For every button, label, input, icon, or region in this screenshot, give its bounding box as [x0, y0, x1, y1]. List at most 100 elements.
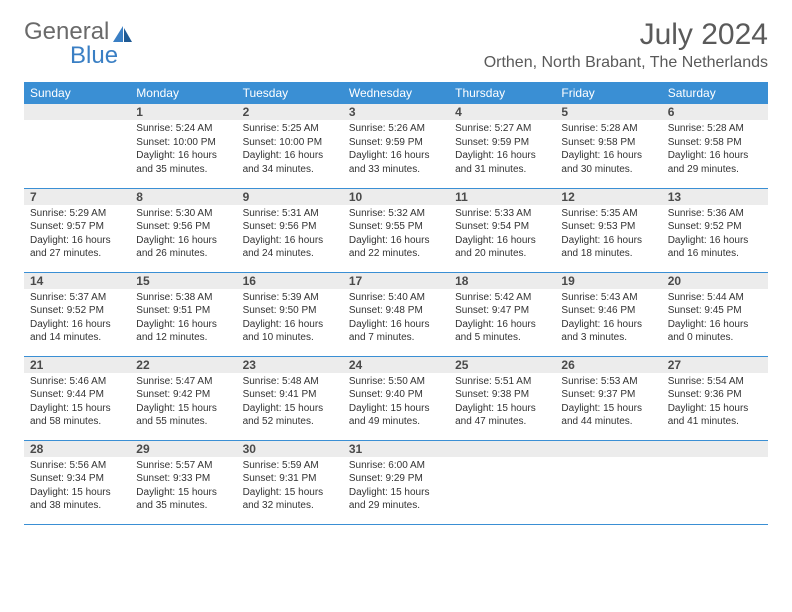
day-details: Sunrise: 5:29 AMSunset: 9:57 PMDaylight:… [24, 205, 130, 265]
day-details: Sunrise: 5:56 AMSunset: 9:34 PMDaylight:… [24, 457, 130, 517]
day-number: 28 [24, 441, 130, 457]
weekday-header-row: Sunday Monday Tuesday Wednesday Thursday… [24, 82, 768, 104]
day-details: Sunrise: 5:33 AMSunset: 9:54 PMDaylight:… [449, 205, 555, 265]
day-number: 30 [237, 441, 343, 457]
weekday-header: Sunday [24, 82, 130, 104]
day-number: 29 [130, 441, 236, 457]
day-number: 12 [555, 189, 661, 205]
calendar-day-cell: 6Sunrise: 5:28 AMSunset: 9:58 PMDaylight… [662, 104, 768, 188]
day-details: Sunrise: 5:40 AMSunset: 9:48 PMDaylight:… [343, 289, 449, 349]
location: Orthen, North Brabant, The Netherlands [484, 54, 768, 72]
calendar-day-cell: 1Sunrise: 5:24 AMSunset: 10:00 PMDayligh… [130, 104, 236, 188]
day-number: 8 [130, 189, 236, 205]
calendar-day-cell: 19Sunrise: 5:43 AMSunset: 9:46 PMDayligh… [555, 272, 661, 356]
day-details: Sunrise: 5:36 AMSunset: 9:52 PMDaylight:… [662, 205, 768, 265]
calendar-day-cell: 28Sunrise: 5:56 AMSunset: 9:34 PMDayligh… [24, 440, 130, 524]
calendar-day-cell: 4Sunrise: 5:27 AMSunset: 9:59 PMDaylight… [449, 104, 555, 188]
calendar-week-row: 1Sunrise: 5:24 AMSunset: 10:00 PMDayligh… [24, 104, 768, 188]
day-number: 25 [449, 357, 555, 373]
calendar-day-cell [662, 440, 768, 524]
day-number: 24 [343, 357, 449, 373]
weekday-header: Thursday [449, 82, 555, 104]
weekday-header: Monday [130, 82, 236, 104]
calendar-day-cell: 10Sunrise: 5:32 AMSunset: 9:55 PMDayligh… [343, 188, 449, 272]
day-details: Sunrise: 5:31 AMSunset: 9:56 PMDaylight:… [237, 205, 343, 265]
calendar-week-row: 21Sunrise: 5:46 AMSunset: 9:44 PMDayligh… [24, 356, 768, 440]
calendar-day-cell: 9Sunrise: 5:31 AMSunset: 9:56 PMDaylight… [237, 188, 343, 272]
day-details: Sunrise: 5:24 AMSunset: 10:00 PMDaylight… [130, 120, 236, 180]
day-details: Sunrise: 5:53 AMSunset: 9:37 PMDaylight:… [555, 373, 661, 433]
day-details: Sunrise: 5:26 AMSunset: 9:59 PMDaylight:… [343, 120, 449, 180]
day-details: Sunrise: 5:35 AMSunset: 9:53 PMDaylight:… [555, 205, 661, 265]
calendar-day-cell: 17Sunrise: 5:40 AMSunset: 9:48 PMDayligh… [343, 272, 449, 356]
calendar-day-cell: 31Sunrise: 6:00 AMSunset: 9:29 PMDayligh… [343, 440, 449, 524]
day-number: 14 [24, 273, 130, 289]
day-number: 18 [449, 273, 555, 289]
logo: General Blue [24, 18, 133, 46]
day-details: Sunrise: 5:43 AMSunset: 9:46 PMDaylight:… [555, 289, 661, 349]
day-number: 23 [237, 357, 343, 373]
day-number-empty [555, 441, 661, 457]
day-number: 5 [555, 104, 661, 120]
day-details: Sunrise: 6:00 AMSunset: 9:29 PMDaylight:… [343, 457, 449, 517]
day-number: 11 [449, 189, 555, 205]
day-number: 19 [555, 273, 661, 289]
calendar-day-cell: 30Sunrise: 5:59 AMSunset: 9:31 PMDayligh… [237, 440, 343, 524]
calendar-day-cell: 24Sunrise: 5:50 AMSunset: 9:40 PMDayligh… [343, 356, 449, 440]
calendar-day-cell: 7Sunrise: 5:29 AMSunset: 9:57 PMDaylight… [24, 188, 130, 272]
logo-text-blue: Blue [70, 42, 118, 70]
day-number: 7 [24, 189, 130, 205]
calendar-day-cell: 14Sunrise: 5:37 AMSunset: 9:52 PMDayligh… [24, 272, 130, 356]
day-details: Sunrise: 5:57 AMSunset: 9:33 PMDaylight:… [130, 457, 236, 517]
day-details: Sunrise: 5:46 AMSunset: 9:44 PMDaylight:… [24, 373, 130, 433]
day-number: 20 [662, 273, 768, 289]
month-title: July 2024 [484, 18, 768, 52]
day-number: 17 [343, 273, 449, 289]
calendar-day-cell [449, 440, 555, 524]
calendar-day-cell: 18Sunrise: 5:42 AMSunset: 9:47 PMDayligh… [449, 272, 555, 356]
day-details: Sunrise: 5:47 AMSunset: 9:42 PMDaylight:… [130, 373, 236, 433]
day-details: Sunrise: 5:28 AMSunset: 9:58 PMDaylight:… [555, 120, 661, 180]
day-details: Sunrise: 5:27 AMSunset: 9:59 PMDaylight:… [449, 120, 555, 180]
day-number: 26 [555, 357, 661, 373]
day-details: Sunrise: 5:54 AMSunset: 9:36 PMDaylight:… [662, 373, 768, 433]
day-number: 10 [343, 189, 449, 205]
calendar-day-cell: 29Sunrise: 5:57 AMSunset: 9:33 PMDayligh… [130, 440, 236, 524]
weekday-header: Wednesday [343, 82, 449, 104]
calendar-day-cell: 2Sunrise: 5:25 AMSunset: 10:00 PMDayligh… [237, 104, 343, 188]
calendar-table: Sunday Monday Tuesday Wednesday Thursday… [24, 82, 768, 525]
calendar-day-cell: 11Sunrise: 5:33 AMSunset: 9:54 PMDayligh… [449, 188, 555, 272]
day-details: Sunrise: 5:37 AMSunset: 9:52 PMDaylight:… [24, 289, 130, 349]
day-details: Sunrise: 5:48 AMSunset: 9:41 PMDaylight:… [237, 373, 343, 433]
header: General Blue July 2024 Orthen, North Bra… [24, 18, 768, 72]
calendar-day-cell: 5Sunrise: 5:28 AMSunset: 9:58 PMDaylight… [555, 104, 661, 188]
calendar-week-row: 28Sunrise: 5:56 AMSunset: 9:34 PMDayligh… [24, 440, 768, 524]
day-details: Sunrise: 5:42 AMSunset: 9:47 PMDaylight:… [449, 289, 555, 349]
calendar-day-cell: 27Sunrise: 5:54 AMSunset: 9:36 PMDayligh… [662, 356, 768, 440]
weekday-header: Friday [555, 82, 661, 104]
day-number: 2 [237, 104, 343, 120]
day-details: Sunrise: 5:38 AMSunset: 9:51 PMDaylight:… [130, 289, 236, 349]
weekday-header: Saturday [662, 82, 768, 104]
calendar-day-cell: 22Sunrise: 5:47 AMSunset: 9:42 PMDayligh… [130, 356, 236, 440]
calendar-day-cell: 20Sunrise: 5:44 AMSunset: 9:45 PMDayligh… [662, 272, 768, 356]
weekday-header: Tuesday [237, 82, 343, 104]
day-number-empty [662, 441, 768, 457]
day-details: Sunrise: 5:32 AMSunset: 9:55 PMDaylight:… [343, 205, 449, 265]
calendar-week-row: 14Sunrise: 5:37 AMSunset: 9:52 PMDayligh… [24, 272, 768, 356]
day-number: 4 [449, 104, 555, 120]
calendar-day-cell: 25Sunrise: 5:51 AMSunset: 9:38 PMDayligh… [449, 356, 555, 440]
day-details: Sunrise: 5:39 AMSunset: 9:50 PMDaylight:… [237, 289, 343, 349]
day-number-empty [449, 441, 555, 457]
calendar-day-cell: 3Sunrise: 5:26 AMSunset: 9:59 PMDaylight… [343, 104, 449, 188]
calendar-day-cell: 21Sunrise: 5:46 AMSunset: 9:44 PMDayligh… [24, 356, 130, 440]
day-number: 22 [130, 357, 236, 373]
day-details: Sunrise: 5:51 AMSunset: 9:38 PMDaylight:… [449, 373, 555, 433]
day-number: 1 [130, 104, 236, 120]
logo-sail-icon [113, 26, 133, 42]
title-block: July 2024 Orthen, North Brabant, The Net… [484, 18, 768, 72]
day-number-empty [24, 104, 130, 120]
calendar-day-cell: 16Sunrise: 5:39 AMSunset: 9:50 PMDayligh… [237, 272, 343, 356]
day-number: 13 [662, 189, 768, 205]
day-number: 27 [662, 357, 768, 373]
